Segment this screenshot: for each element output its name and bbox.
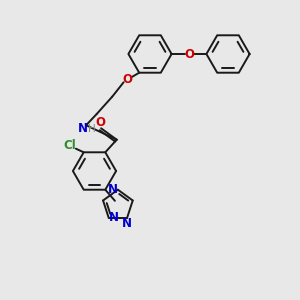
Text: O: O (123, 73, 133, 86)
Text: N: N (109, 212, 119, 224)
Text: N: N (122, 217, 132, 230)
Text: N: N (107, 183, 118, 196)
Text: N: N (78, 122, 88, 135)
Text: Cl: Cl (63, 139, 76, 152)
Text: O: O (95, 116, 106, 129)
Text: H: H (88, 124, 95, 134)
Text: O: O (184, 47, 194, 61)
